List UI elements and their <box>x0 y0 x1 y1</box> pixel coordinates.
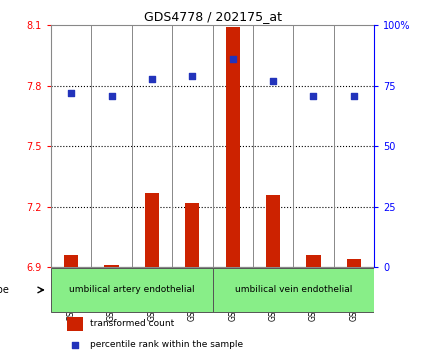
Point <box>68 90 75 96</box>
Point <box>230 56 236 62</box>
Point <box>189 73 196 79</box>
Point <box>108 93 115 98</box>
Bar <box>64 255 78 267</box>
Point <box>310 93 317 98</box>
Point <box>269 78 276 84</box>
Text: transformed count: transformed count <box>90 319 174 329</box>
Bar <box>67 317 83 331</box>
Title: GDS4778 / 202175_at: GDS4778 / 202175_at <box>144 10 281 23</box>
Text: cell type: cell type <box>0 285 9 295</box>
Bar <box>145 193 159 267</box>
Bar <box>51 268 212 312</box>
Bar <box>212 268 374 312</box>
Point <box>72 342 79 348</box>
Bar <box>226 28 240 267</box>
Point <box>350 93 357 98</box>
Text: percentile rank within the sample: percentile rank within the sample <box>90 340 243 350</box>
Bar <box>266 195 280 267</box>
Bar <box>185 203 199 267</box>
Point <box>149 76 156 81</box>
Bar <box>306 255 320 267</box>
Text: umbilical vein endothelial: umbilical vein endothelial <box>235 285 352 294</box>
Text: umbilical artery endothelial: umbilical artery endothelial <box>69 285 195 294</box>
Bar <box>105 265 119 267</box>
Bar <box>347 259 361 267</box>
